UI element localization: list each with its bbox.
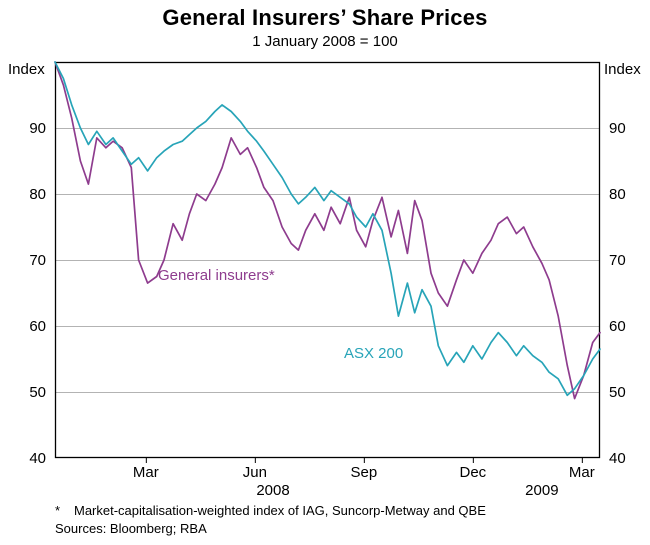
x-year-label: 2009 bbox=[525, 482, 558, 499]
y-tick-label-left: 50 bbox=[29, 384, 46, 401]
footnote-marker: * bbox=[55, 503, 61, 518]
y-tick-label-left: 90 bbox=[29, 120, 46, 137]
y-tick-labels: 40 40 50 50 60 60 70 70 80 80 90 90 bbox=[29, 120, 625, 467]
x-year-label: 2008 bbox=[256, 482, 289, 499]
y-tick-label-right: 50 bbox=[609, 384, 626, 401]
page-title: General Insurers’ Share Prices bbox=[162, 5, 488, 30]
y-tick-label-right: 80 bbox=[609, 186, 626, 203]
footnote-text: Market-capitalisation-weighted index of … bbox=[74, 503, 486, 518]
y-axis-unit-left: Index bbox=[8, 61, 45, 78]
sources-line: Sources: Bloomberg; RBA bbox=[55, 521, 207, 536]
x-tick-label: Mar bbox=[133, 464, 159, 481]
y-tick-label-right: 40 bbox=[609, 450, 626, 467]
x-tick-label: Mar bbox=[569, 464, 595, 481]
x-tick-labels: Mar Jun Sep Dec Mar 2008 2009 bbox=[133, 458, 595, 499]
y-tick-label-right: 60 bbox=[609, 318, 626, 335]
y-tick-label-left: 40 bbox=[29, 450, 46, 467]
asx-200-line bbox=[54, 61, 601, 397]
axis-frame bbox=[54, 61, 601, 459]
general-insurers-line bbox=[54, 61, 601, 400]
y-tick-label-right: 70 bbox=[609, 252, 626, 269]
x-tick-label: Sep bbox=[350, 464, 377, 481]
x-tick-label: Jun bbox=[243, 464, 267, 481]
footnote: * Market-capitalisation-weighted index of… bbox=[55, 503, 486, 518]
y-tick-label-left: 80 bbox=[29, 186, 46, 203]
y-axis-unit-right: Index bbox=[604, 61, 641, 78]
x-tick-label: Dec bbox=[459, 464, 486, 481]
series-label-asx-200: ASX 200 bbox=[344, 345, 404, 362]
y-tick-label-left: 70 bbox=[29, 252, 46, 269]
series-label-general-insurers: General insurers* bbox=[158, 267, 275, 284]
y-tick-label-left: 60 bbox=[29, 318, 46, 335]
gridlines bbox=[55, 128, 600, 393]
y-tick-label-right: 90 bbox=[609, 120, 626, 137]
series-lines bbox=[54, 61, 601, 400]
chart-subtitle: 1 January 2008 = 100 bbox=[252, 33, 398, 50]
